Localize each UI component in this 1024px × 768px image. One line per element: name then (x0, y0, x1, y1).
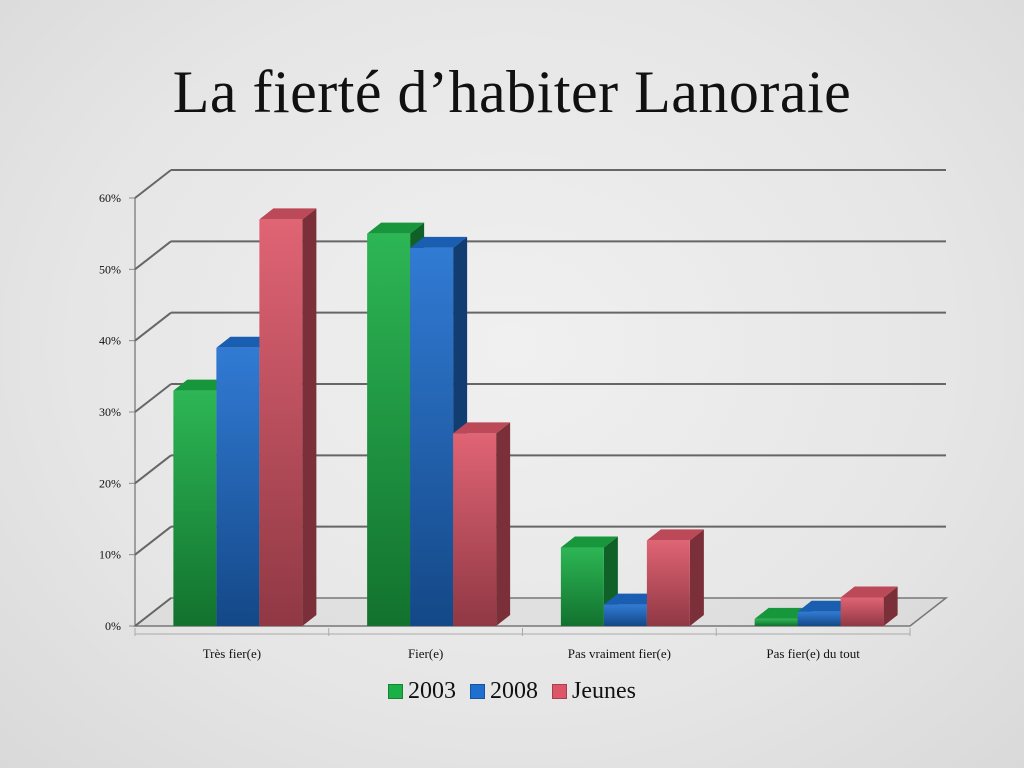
y-tick-label: 10% (99, 548, 121, 562)
y-tick-label: 30% (99, 405, 121, 419)
y-tick-label: 50% (99, 262, 121, 276)
bar-top (603, 593, 661, 605)
gridline-diagonal (134, 311, 172, 342)
bar-top (754, 607, 812, 619)
legend-item-jeunes: Jeunes (552, 678, 636, 705)
bar-side (496, 422, 511, 626)
x-tick-label: Pas fier(e) du tout (766, 646, 860, 661)
bar-front (603, 604, 647, 626)
bar-front (840, 597, 884, 626)
bar-side (883, 586, 898, 626)
bar-top (216, 336, 274, 348)
bar-top (259, 208, 317, 220)
gridline-diagonal (134, 383, 172, 413)
bar-side (302, 208, 317, 626)
bar-side (689, 529, 704, 626)
slide-title: La fierté d’habiter Lanoraie (172, 59, 852, 125)
gridline-diagonal (134, 240, 172, 271)
x-axis-labels: Très fier(e) Fier(e) Pas vraiment fier(e) P… (203, 646, 861, 661)
gridline-diagonal (134, 454, 172, 485)
bar-front (173, 390, 217, 626)
y-tick-label: 20% (99, 476, 121, 490)
legend-swatch-2003 (388, 684, 403, 699)
bar-top (367, 222, 425, 234)
legend-label-2008: 2008 (490, 678, 538, 704)
bar-top (840, 586, 898, 598)
bar-top (646, 529, 704, 541)
bar-front (754, 618, 798, 626)
bar-top (453, 422, 511, 434)
legend-label-jeunes: Jeunes (572, 678, 636, 704)
x-tick-label: Pas vraiment fier(e) (568, 646, 671, 661)
bar-front (453, 433, 497, 626)
bar-jeunes-4 (840, 586, 898, 626)
x-tick-label: Fier(e) (408, 646, 443, 661)
x-tick-label: Très fier(e) (203, 646, 261, 661)
bar-front (797, 611, 841, 626)
bar-front (560, 547, 604, 626)
y-tick-label: 40% (99, 334, 121, 348)
bar-front (367, 233, 411, 626)
bar-front (259, 219, 303, 626)
gridline-diagonal (134, 169, 172, 199)
legend-label-2003: 2003 (408, 678, 456, 704)
legend-swatch-2008 (470, 684, 485, 699)
y-tick-label: 0% (105, 619, 121, 633)
gridline-diagonal (134, 597, 172, 627)
x-axis (134, 628, 911, 636)
bar-jeunes-3 (646, 529, 704, 626)
gridline-diagonal (134, 525, 172, 556)
bar-front (646, 540, 690, 626)
chart-bars (173, 208, 898, 626)
bar-2003-3 (560, 536, 618, 626)
bar-front (410, 247, 454, 626)
bar-jeunes-2 (453, 422, 511, 626)
bar-front (216, 347, 260, 626)
bar-top (797, 600, 855, 612)
bar-top (560, 536, 618, 548)
legend-swatch-jeunes (552, 684, 567, 699)
bar-top (173, 379, 231, 391)
legend-item-2003: 2003 (388, 678, 456, 705)
chart-legend: 2003 2008 Jeunes (0, 678, 1024, 705)
bar-top (410, 236, 468, 248)
bar-jeunes-1 (259, 208, 317, 626)
legend-item-2008: 2008 (470, 678, 538, 705)
y-tick-label: 60% (99, 191, 121, 205)
y-axis-ticks: 0% 10% 20% 30% 40% 50% 60% (99, 191, 135, 633)
